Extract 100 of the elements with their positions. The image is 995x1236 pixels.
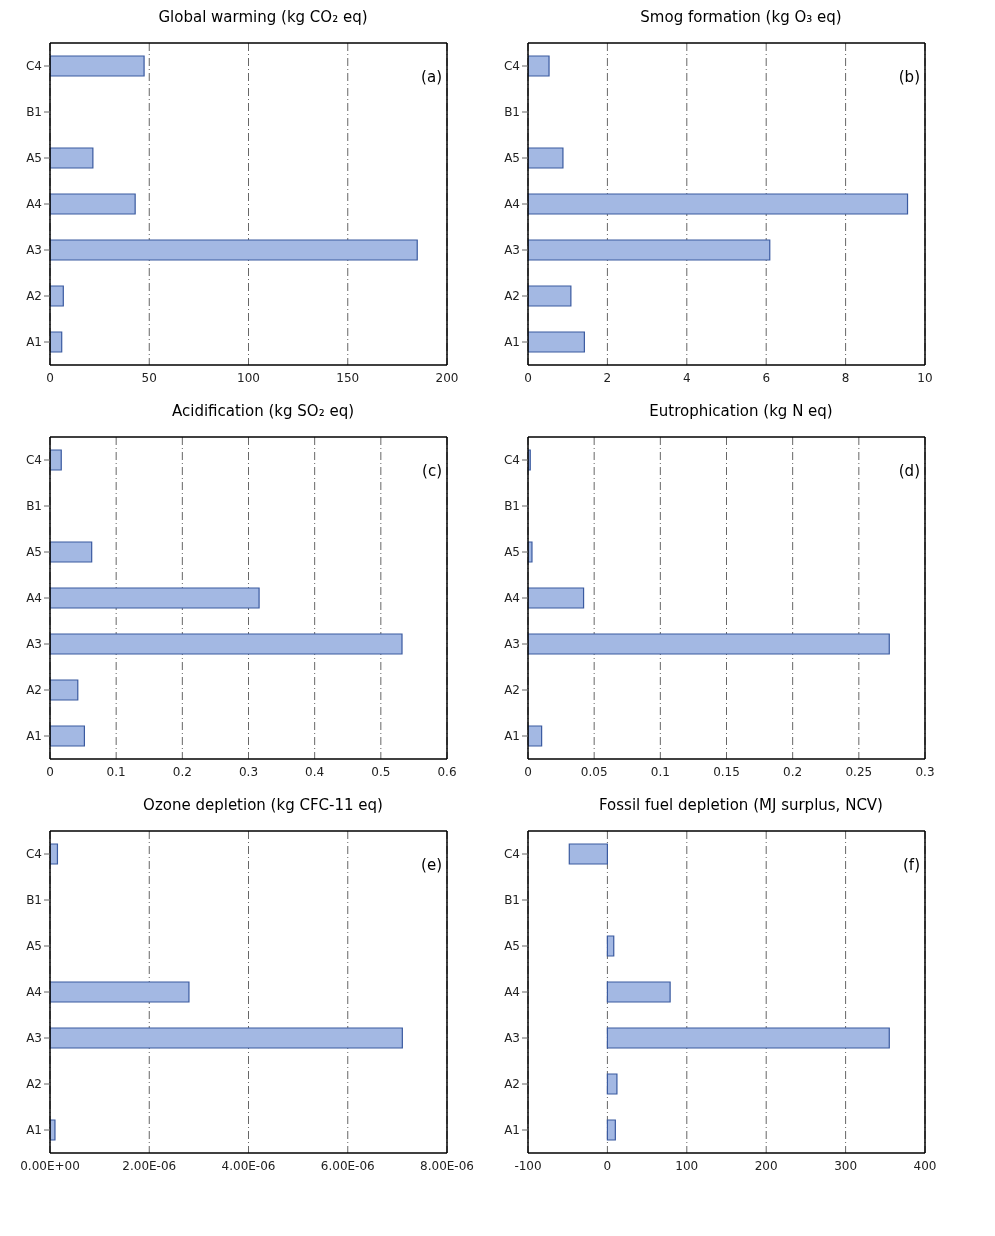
y-tick-label: A5: [26, 151, 42, 166]
x-tick-label: 0: [524, 370, 532, 385]
bar: [606, 1119, 616, 1141]
x-tick-label: 300: [834, 1158, 858, 1173]
x-tick-label: 0: [46, 764, 54, 779]
y-tick-label: A1: [504, 1123, 520, 1138]
y-tick-label: A3: [26, 243, 42, 258]
x-tick-label: 0.3: [915, 764, 935, 779]
bar: [50, 147, 94, 169]
x-tick-label: 200: [754, 1158, 778, 1173]
bar: [528, 587, 585, 609]
x-tick-label: 0.5: [371, 764, 391, 779]
y-tick-label: A2: [26, 683, 42, 698]
bar: [50, 55, 145, 77]
y-tick-label: B1: [504, 893, 520, 908]
y-tick-label: A4: [504, 985, 520, 1000]
y-tick-label: A1: [504, 335, 520, 350]
bar: [528, 725, 543, 747]
bar: [50, 193, 136, 215]
bar: [528, 633, 890, 655]
y-tick-label: A2: [504, 289, 520, 304]
y-tick-label: A2: [504, 683, 520, 698]
y-tick-label: C4: [25, 847, 42, 862]
bar: [50, 331, 63, 353]
bar: [528, 193, 909, 215]
y-tick-label: A5: [504, 939, 520, 954]
y-tick-label: C4: [25, 453, 42, 468]
y-tick-label: A4: [26, 985, 42, 1000]
bar: [50, 239, 418, 261]
y-tick-label: A5: [26, 939, 42, 954]
bar: [50, 1119, 56, 1141]
y-tick-label: B1: [26, 499, 42, 514]
y-tick-label: A3: [504, 243, 520, 258]
bar: [528, 55, 550, 77]
y-tick-label: A4: [26, 591, 42, 606]
x-tick-label: 0.00E+00: [20, 1158, 80, 1173]
bar: [606, 981, 671, 1003]
y-tick-label: C4: [503, 847, 520, 862]
chart-title: Global warming (kg CO₂ eq): [157, 8, 369, 28]
y-tick-label: C4: [503, 59, 520, 74]
x-tick-label: 4.00E-06: [221, 1158, 276, 1173]
x-tick-label: 8.00E-06: [420, 1158, 474, 1173]
x-tick-label: 150: [336, 370, 360, 385]
y-tick-label: A5: [504, 151, 520, 166]
y-tick-label: A1: [504, 729, 520, 744]
y-tick-label: A3: [504, 1031, 520, 1046]
bar: [528, 285, 572, 307]
x-tick-label: -100: [514, 1158, 542, 1173]
x-tick-label: 0.2: [783, 764, 803, 779]
bar: [606, 935, 615, 957]
x-tick-label: 200: [435, 370, 459, 385]
y-tick-label: B1: [504, 499, 520, 514]
x-tick-label: 0.1: [650, 764, 670, 779]
y-tick-label: A1: [26, 1123, 42, 1138]
bar: [50, 633, 403, 655]
x-tick-label: 0.15: [713, 764, 740, 779]
y-tick-label: C4: [503, 453, 520, 468]
y-tick-label: A4: [504, 197, 520, 212]
x-tick-label: 100: [675, 1158, 699, 1173]
y-tick-label: B1: [26, 893, 42, 908]
chart-title: Smog formation (kg O₃ eq): [639, 8, 843, 28]
annotation: (d): [898, 462, 920, 480]
x-tick-label: 2.00E-06: [122, 1158, 177, 1173]
x-tick-label: 0: [603, 1158, 612, 1173]
x-tick-label: 6: [762, 370, 771, 385]
y-tick-label: A1: [26, 729, 42, 744]
bar: [50, 981, 190, 1003]
y-tick-label: A4: [504, 591, 520, 606]
bar: [606, 1027, 890, 1049]
x-tick-label: 2: [603, 370, 612, 385]
x-tick-label: 400: [913, 1158, 937, 1173]
chart-title: Acidification (kg SO₂ eq): [171, 402, 355, 422]
x-tick-label: 0.25: [845, 764, 873, 779]
y-tick-label: C4: [25, 59, 42, 74]
x-tick-label: 0: [46, 370, 54, 385]
bar: [528, 331, 585, 353]
x-tick-label: 10: [917, 370, 933, 385]
bar: [50, 679, 79, 701]
x-tick-label: 0.4: [305, 764, 325, 779]
bar: [50, 843, 59, 865]
x-tick-label: 0.05: [580, 764, 608, 779]
bar: [568, 843, 608, 865]
annotation: (f): [903, 856, 920, 874]
annotation: (c): [422, 462, 442, 480]
x-tick-label: 0: [524, 764, 532, 779]
y-tick-label: A3: [26, 1031, 42, 1046]
bar: [50, 449, 62, 471]
bar: [528, 147, 564, 169]
chart-title: Eutrophication (kg N eq): [648, 402, 834, 422]
annotation: (b): [898, 68, 920, 86]
chart-title: Fossil fuel depletion (MJ surplus, NCV): [598, 796, 884, 816]
y-tick-label: A3: [26, 637, 42, 652]
y-tick-label: A2: [26, 1077, 42, 1092]
x-tick-label: 8: [841, 370, 850, 385]
bar: [528, 541, 533, 563]
y-tick-label: A2: [504, 1077, 520, 1092]
x-tick-label: 6.00E-06: [320, 1158, 375, 1173]
y-tick-label: A5: [26, 545, 42, 560]
x-tick-label: 0.3: [238, 764, 259, 779]
y-tick-label: B1: [26, 105, 42, 120]
